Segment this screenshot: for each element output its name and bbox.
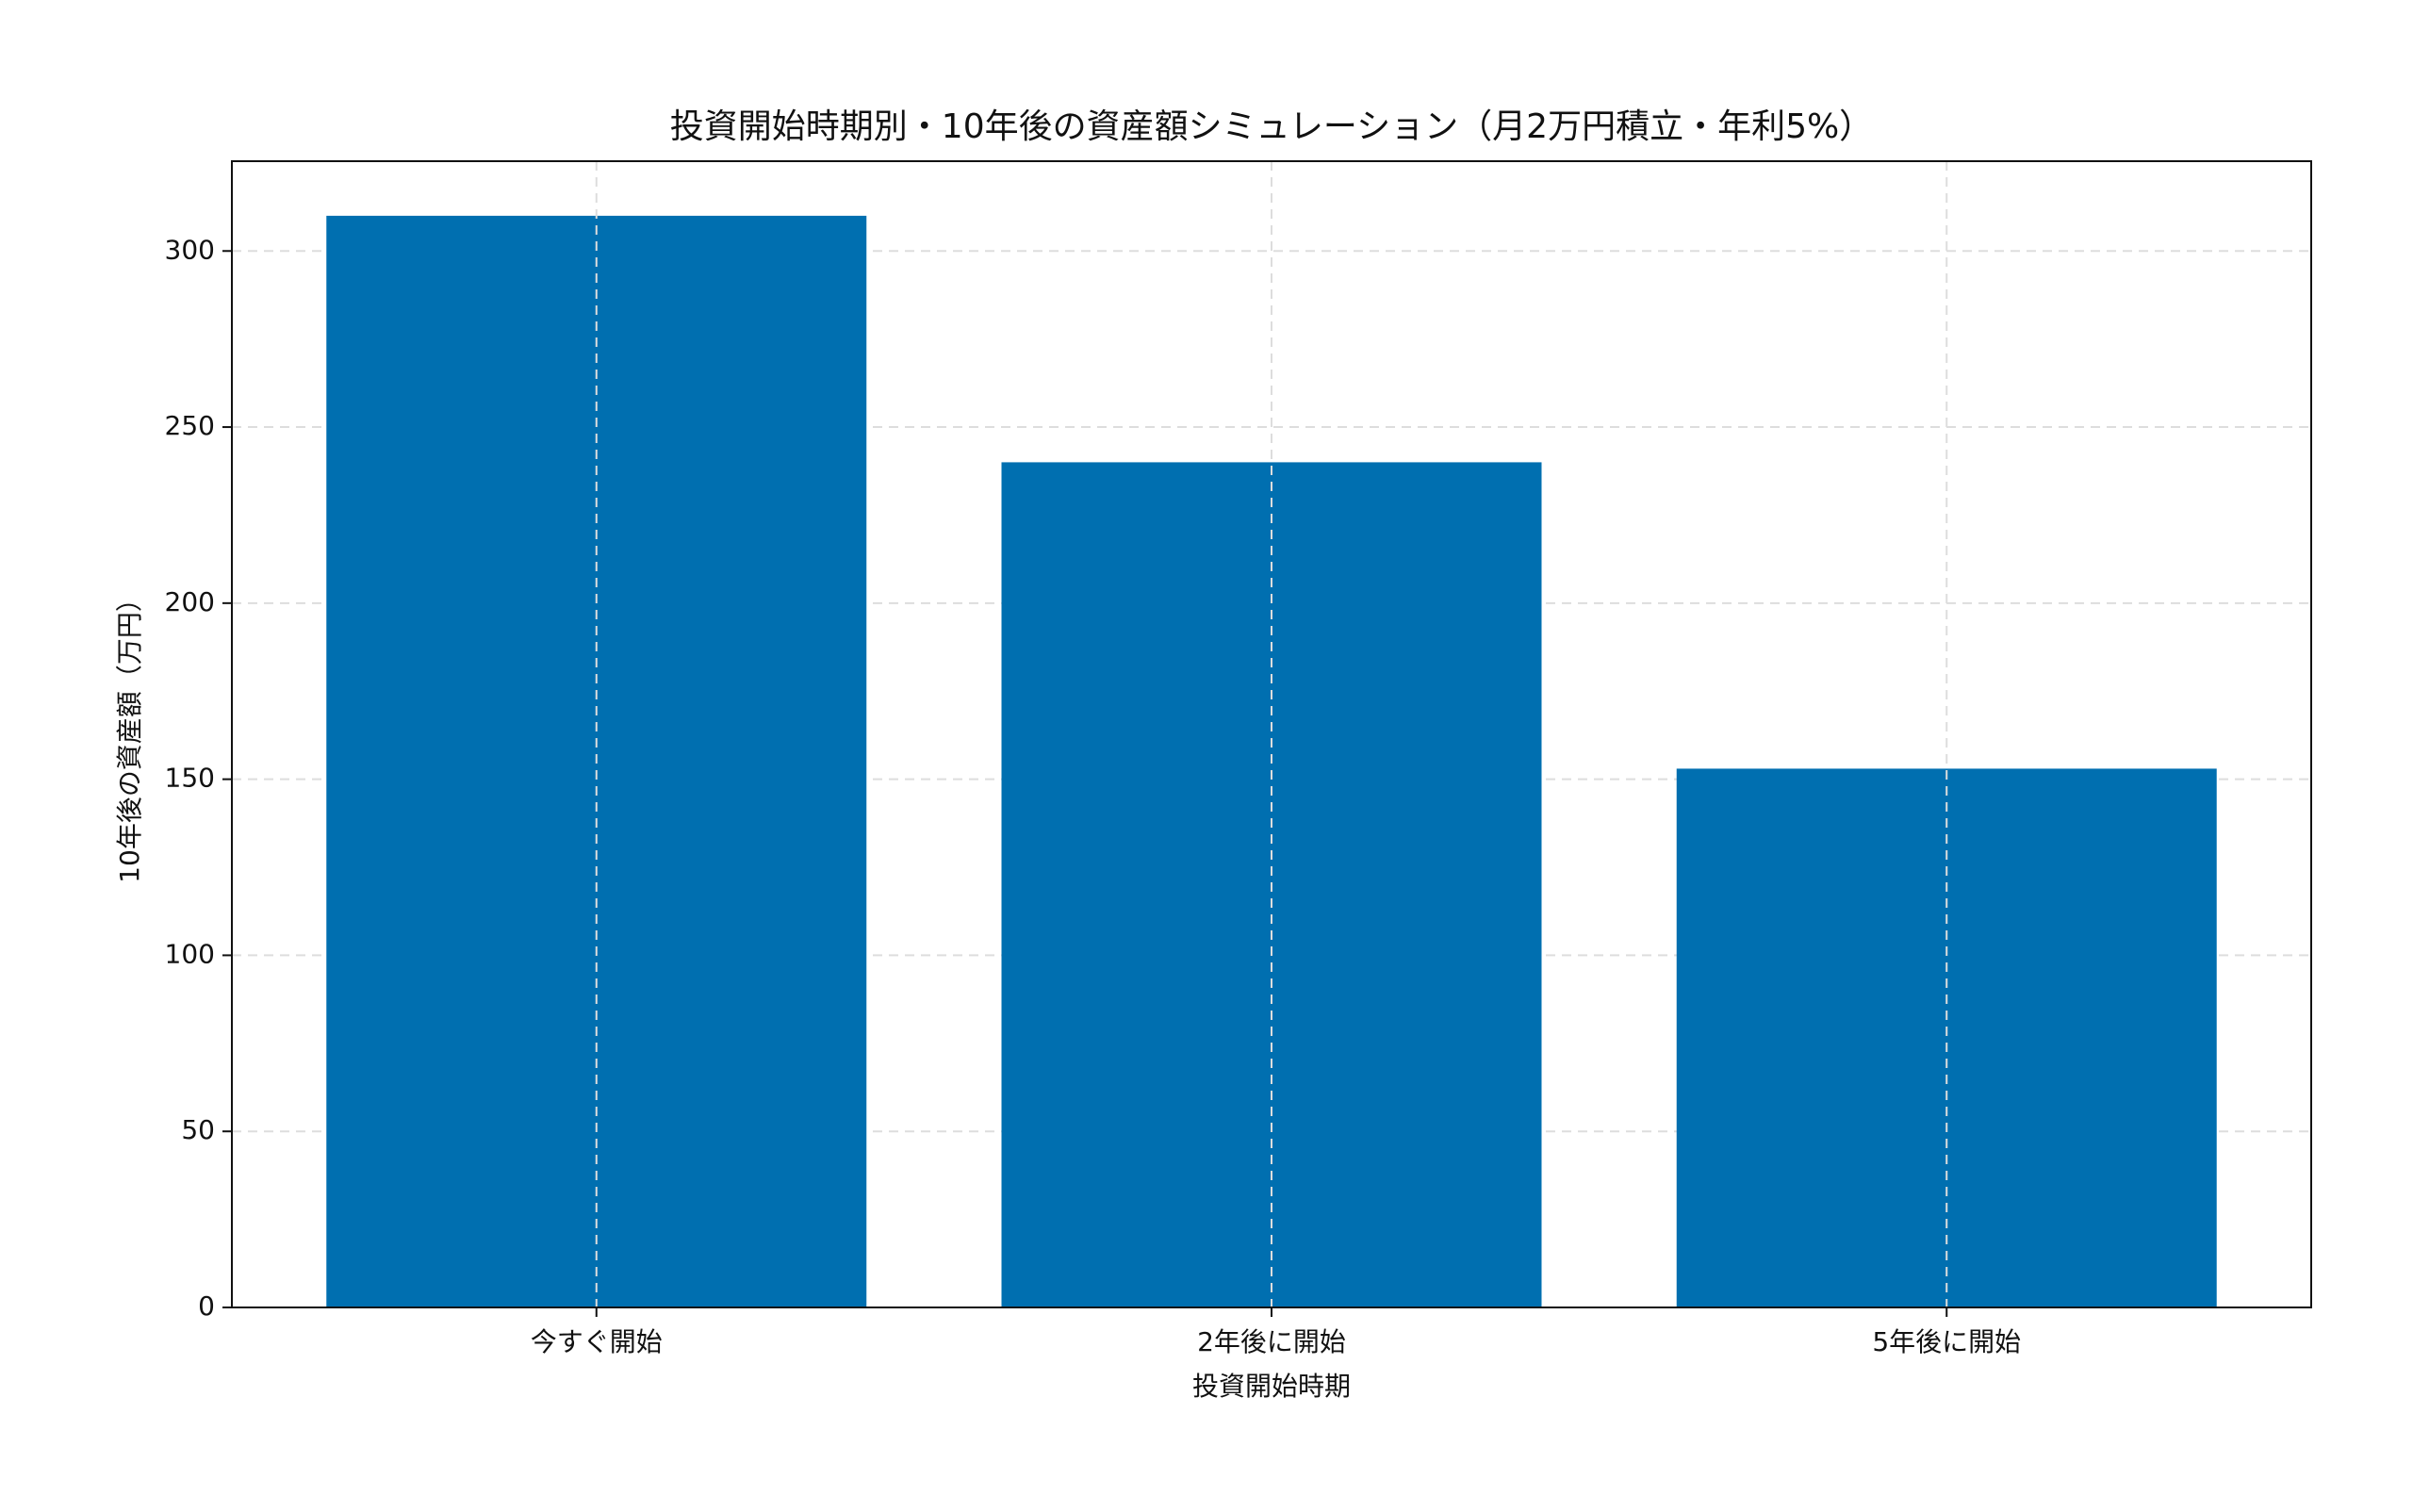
y-axis-label: 10年後の資産額（万円）: [114, 585, 145, 883]
x-tick-label: 2年後に開始: [1197, 1326, 1346, 1357]
y-tick-label: 0: [198, 1290, 215, 1322]
x-tick-label: 5年後に開始: [1872, 1326, 2021, 1357]
y-tick-label: 300: [165, 234, 215, 265]
y-tick-label: 50: [181, 1114, 215, 1145]
x-axis-label: 投資開始時期: [1192, 1371, 1351, 1402]
y-tick-label: 250: [165, 410, 215, 441]
chart-title: 投資開始時期別・10年後の資産額シミュレーション（月2万円積立・年利5%）: [670, 107, 1873, 146]
y-tick-label: 200: [165, 586, 215, 617]
x-tick-label: 今すぐ開始: [531, 1326, 663, 1357]
plot-frame: [231, 160, 2312, 1308]
y-tick-label: 100: [165, 938, 215, 969]
y-tick-label: 150: [165, 763, 215, 794]
